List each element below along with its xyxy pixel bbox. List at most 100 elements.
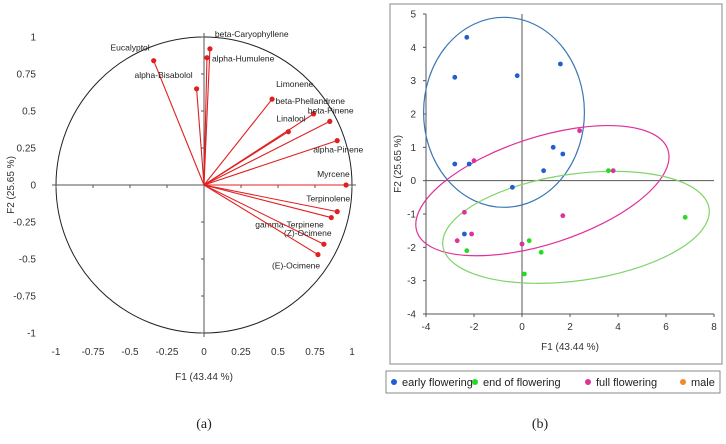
- vector-alpha-humulene: [203, 57, 208, 186]
- legend-marker-male: [680, 379, 686, 385]
- panel-a-y-tick-label: 0.75: [17, 70, 37, 81]
- point-end-of-flowering: [522, 271, 527, 277]
- confidence-ellipses: [415, 16, 710, 284]
- panel-a-x-tick-label: -1: [52, 347, 61, 358]
- point-end-of-flowering: [464, 248, 470, 254]
- vector-label-eucalyptol: Eucalyptol: [110, 43, 149, 53]
- panel-b-y-tick-label: 1: [410, 143, 416, 154]
- vector-label-myrcene: Myrcene: [317, 169, 350, 179]
- point-early-flowering: [560, 151, 566, 157]
- legend-label-male: male: [691, 377, 715, 389]
- point-early-flowering: [541, 168, 546, 174]
- point-full-flowering: [469, 231, 474, 237]
- vector-point-alpha-humulene: [204, 55, 210, 61]
- point-end-of-flowering: [606, 168, 611, 174]
- point-early-flowering: [464, 34, 470, 40]
- panel-a-y-tick-label: -0.5: [19, 255, 37, 266]
- panel-b-x-tick-label: 4: [615, 322, 621, 333]
- legend-label-early-flowering: early flowering: [402, 377, 473, 389]
- legend-box: [385, 370, 721, 394]
- vector-label-z-ocimene: (Z)-Ocimene: [284, 228, 332, 238]
- panel-a-x-tick-label: -0.5: [121, 347, 139, 358]
- legend-marker-early-flowering: [391, 379, 397, 385]
- vector-limonene: [203, 98, 273, 186]
- vector-label-gamma-terpinene: gamma-Terpinene: [255, 220, 324, 230]
- vector-alpha-pinene: [203, 140, 338, 186]
- panel-b-x-tick-label: 8: [711, 322, 717, 333]
- vector-point-beta-phellandrene: [310, 111, 317, 117]
- panel-a-y-tick-label: -0.25: [13, 218, 36, 229]
- point-early-flowering: [452, 74, 458, 80]
- vector-point-alpha-pinene: [334, 138, 340, 144]
- point-full-flowering: [471, 158, 477, 164]
- point-early-flowering: [462, 231, 467, 237]
- panel-b-caption: (b): [532, 417, 549, 432]
- panel-b-y-tick-label: -2: [407, 243, 416, 254]
- panel-b-x-tick-label: -2: [470, 322, 479, 333]
- legend: early flowering end of flowering full flow…: [385, 370, 721, 394]
- vector-z-ocimene: [203, 184, 325, 245]
- panel-b-y-tick-label: 2: [410, 110, 416, 121]
- panel-a-x-tick-label: 0.25: [231, 347, 251, 358]
- panel-a-ticks: -1 -0.75 -0.5 -0.25 0 0.25 0.5 0.75 1 -1 -0.75 -0.5…: [13, 33, 355, 359]
- panel-b-plot-frame: [389, 3, 723, 365]
- vector-linalool: [203, 131, 289, 186]
- panel-b-ticks: -4 -2 0 2 4 6 8 -4 -3 -2 -1 0 1 2 3 4 5: [407, 10, 717, 334]
- point-early-flowering: [466, 161, 472, 167]
- confidence-ellipse-1: [423, 16, 586, 208]
- panel-a-x-tick-label: 1: [349, 347, 355, 358]
- panel-a-y-tick-label: -0.75: [13, 292, 36, 303]
- vector-label-alpha-pinene: alpha-Pinene: [313, 145, 363, 155]
- vector-point-z-ocimene: [321, 241, 327, 247]
- vector-point-e-ocimene: [315, 251, 321, 258]
- panel-b-y-tick-label: 3: [410, 76, 416, 87]
- vector-label-beta-phellandrene: beta-Phellandrene: [276, 96, 346, 106]
- panel-b-y-axis-label: F2 (25.65 %): [393, 135, 404, 193]
- point-end-of-flowering: [682, 214, 688, 220]
- legend-label-full-flowering: full flowering: [596, 377, 657, 389]
- panel-a-x-tick-label: 0: [201, 347, 207, 358]
- confidence-ellipse-3: [442, 170, 710, 284]
- vector-point-linalool: [285, 129, 291, 135]
- point-end-of-flowering: [538, 249, 544, 255]
- vector-gamma-terpinene: [203, 184, 332, 219]
- panel-b-scatter: -4 -2 0 2 4 6 8 -4 -3 -2 -1 0 1 2 3 4 5 F1 (43.44 %) F2 …: [385, 3, 723, 432]
- point-early-flowering: [452, 161, 458, 167]
- panel-b-x-axis-label: F1 (43.44 %): [541, 342, 599, 353]
- vector-point-eucalyptol: [151, 58, 157, 64]
- panel-b-y-tick-label: 0: [410, 176, 416, 187]
- point-early-flowering: [550, 144, 556, 150]
- point-end-of-flowering: [526, 238, 532, 244]
- legend-label-end-of-flowering: end of flowering: [483, 377, 561, 389]
- panel-a-y-axis-label: F2 (25.65 %): [6, 156, 17, 214]
- point-early-flowering: [558, 61, 563, 67]
- loading-vectors: beta-Caryophyllene alpha-Humulene Eucalypt…: [110, 29, 363, 271]
- panel-a-y-tick-label: 0.5: [22, 107, 36, 118]
- panel-a-x-tick-label: 0.75: [305, 347, 325, 358]
- vector-label-limonene: Limonene: [276, 79, 314, 89]
- panel-a-x-tick-label: -0.25: [156, 347, 179, 358]
- vector-beta-pinene: [203, 120, 331, 186]
- vector-label-linalool: Linalool: [276, 114, 305, 124]
- panel-a-x-tick-label: 0.5: [271, 347, 285, 358]
- vector-point-myrcene: [343, 182, 349, 188]
- vector-alpha-bisabolol: [196, 88, 205, 186]
- point-full-flowering: [462, 209, 467, 215]
- panel-b-x-tick-label: 6: [663, 322, 669, 333]
- scatter-points: [452, 34, 688, 277]
- point-full-flowering: [610, 168, 616, 174]
- panel-a-biplot: beta-Caryophyllene alpha-Humulene Eucalypt…: [6, 29, 364, 432]
- vector-point-terpinolene: [334, 209, 340, 215]
- legend-marker-full-flowering: [585, 379, 591, 385]
- panel-a-y-tick-label: 1: [30, 33, 36, 44]
- legend-marker-end-of-flowering: [472, 379, 478, 385]
- vector-e-ocimene: [203, 184, 319, 256]
- point-full-flowering: [519, 241, 525, 247]
- point-early-flowering: [514, 73, 520, 79]
- point-early-flowering: [510, 184, 515, 190]
- panel-b-y-tick-label: 4: [410, 43, 416, 54]
- point-full-flowering: [577, 128, 582, 134]
- vector-label-e-ocimene: (E)-Ocimene: [272, 261, 320, 271]
- confidence-ellipse-2: [415, 124, 670, 257]
